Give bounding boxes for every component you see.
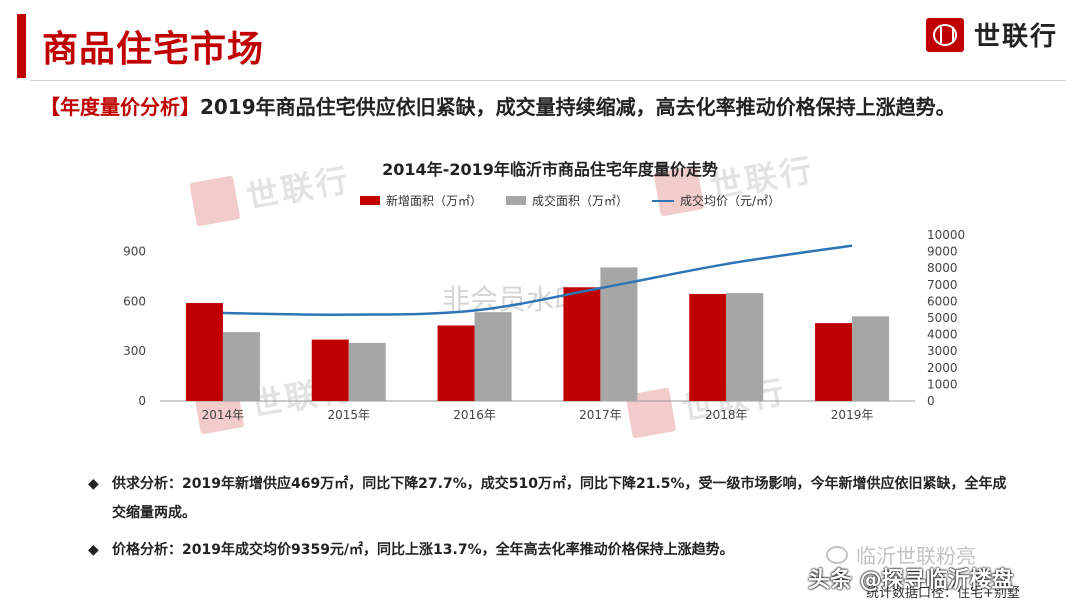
brand-logo-icon — [925, 17, 964, 52]
wechat-icon — [826, 545, 848, 564]
legend-item-sales-area: 成交面积（万㎡） — [506, 192, 628, 209]
x-tick-label: 2018年 — [705, 408, 748, 422]
header-divider — [30, 80, 1066, 81]
bar-new-supply — [815, 323, 853, 401]
bar-sales-area — [852, 316, 890, 401]
bullet-text: 价格分析：2019年成交均价9359元/㎡，同比上涨13.7%，全年高去化率推动… — [112, 542, 734, 558]
x-tick-label: 2019年 — [831, 408, 874, 422]
bar-sales-area — [222, 332, 260, 401]
bar-sales-area — [600, 267, 638, 401]
bar-new-supply — [311, 339, 349, 401]
bar-sales-area — [726, 293, 764, 401]
y-right-tick-label: 4000 — [927, 328, 958, 342]
toutiao-watermark: 头条 @探寻临沂楼盘 — [808, 568, 1014, 593]
legend-label: 新增面积（万㎡） — [386, 194, 483, 208]
y-right-tick-label: 2000 — [927, 361, 958, 375]
legend-swatch — [652, 199, 675, 202]
headline-text: 2019年商品住宅供应依旧紧缺，成交量持续缩减，高去化率推动价格保持上涨趋势。 — [200, 95, 956, 119]
wechat-account: 临沂世联粉亮 — [856, 544, 976, 568]
y-right-tick-label: 5000 — [927, 311, 958, 325]
chart-legend: 新增面积（万㎡） 成交面积（万㎡） 成交均价（元/㎡） — [360, 192, 804, 209]
title-accent-bar — [17, 14, 26, 78]
y-right-tick-label: 0 — [927, 394, 935, 408]
page-title: 商品住宅市场 — [42, 29, 265, 70]
bar-new-supply — [689, 293, 727, 401]
legend-label: 成交面积（万㎡） — [532, 194, 629, 208]
brand-name: 世联行 — [973, 22, 1058, 52]
bullet-diamond-icon: ◆ — [88, 542, 99, 558]
bar-sales-area — [474, 312, 512, 401]
y-right-tick-label: 8000 — [927, 261, 958, 275]
bullet-text: 供求分析：2019年新增供应469万㎡，同比下降27.7%，成交510万㎡，同比… — [112, 476, 1007, 521]
chart: 2014年-2019年临沂市商品住宅年度量价走势 新增面积（万㎡） 成交面积（万… — [110, 150, 990, 470]
chart-title: 2014年-2019年临沂市商品住宅年度量价走势 — [382, 160, 718, 179]
y-left-tick-label: 600 — [123, 294, 146, 308]
y-right-tick-label: 10000 — [927, 228, 965, 242]
y-left-tick-label: 0 — [138, 394, 146, 408]
bullet-price: ◆ 价格分析：2019年成交均价9359元/㎡，同比上涨13.7%，全年高去化率… — [88, 536, 1008, 565]
legend-item-new-supply: 新增面积（万㎡） — [360, 192, 482, 209]
bar-new-supply — [185, 303, 223, 401]
legend-swatch — [360, 196, 380, 205]
bar-sales-area — [348, 342, 386, 401]
bar-new-supply — [437, 325, 475, 401]
y-left-tick-label: 300 — [123, 344, 146, 358]
chart-plot: 0300600900010002000300040005000600070008… — [123, 228, 965, 422]
y-right-tick-label: 7000 — [927, 278, 958, 292]
x-tick-label: 2014年 — [202, 408, 245, 422]
data-source-note: 统计数据口径：住宅+别墅 — [866, 586, 1020, 601]
x-tick-label: 2017年 — [579, 408, 622, 422]
analysis-bullets: ◆ 供求分析：2019年新增供应469万㎡，同比下降27.7%，成交510万㎡，… — [88, 470, 1008, 565]
avg-price-line — [222, 244, 853, 316]
brand-logo: 世联行 — [925, 16, 1058, 53]
y-right-tick-label: 3000 — [927, 344, 958, 358]
y-right-tick-label: 9000 — [927, 245, 958, 259]
bar-new-supply — [563, 287, 601, 401]
x-tick-label: 2016年 — [453, 408, 496, 422]
y-left-tick-label: 900 — [123, 245, 146, 259]
headline-tag: 【年度量价分析】 — [40, 95, 200, 119]
headline: 【年度量价分析】2019年商品住宅供应依旧紧缺，成交量持续缩减，高去化率推动价格… — [40, 91, 956, 120]
bullet-supply-demand: ◆ 供求分析：2019年新增供应469万㎡，同比下降27.7%，成交510万㎡，… — [88, 470, 1008, 528]
y-right-tick-label: 1000 — [927, 377, 958, 391]
wechat-watermark: 临沂世联粉亮 — [826, 540, 976, 569]
legend-item-avg-price: 成交均价（元/㎡） — [652, 192, 780, 209]
y-right-tick-label: 6000 — [927, 294, 958, 308]
legend-swatch — [506, 196, 527, 205]
x-tick-label: 2015年 — [327, 408, 370, 422]
legend-label: 成交均价（元/㎡） — [680, 194, 781, 208]
bullet-diamond-icon: ◆ — [88, 476, 99, 492]
